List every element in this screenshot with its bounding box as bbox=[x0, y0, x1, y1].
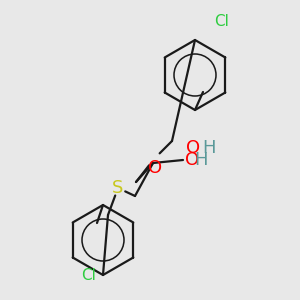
Text: S: S bbox=[112, 179, 124, 197]
Text: O: O bbox=[148, 159, 162, 177]
Text: Cl: Cl bbox=[82, 268, 96, 283]
Text: H: H bbox=[194, 151, 208, 169]
Text: O: O bbox=[186, 139, 200, 157]
Text: H: H bbox=[202, 139, 216, 157]
Text: Cl: Cl bbox=[214, 14, 230, 29]
Text: O: O bbox=[185, 151, 199, 169]
